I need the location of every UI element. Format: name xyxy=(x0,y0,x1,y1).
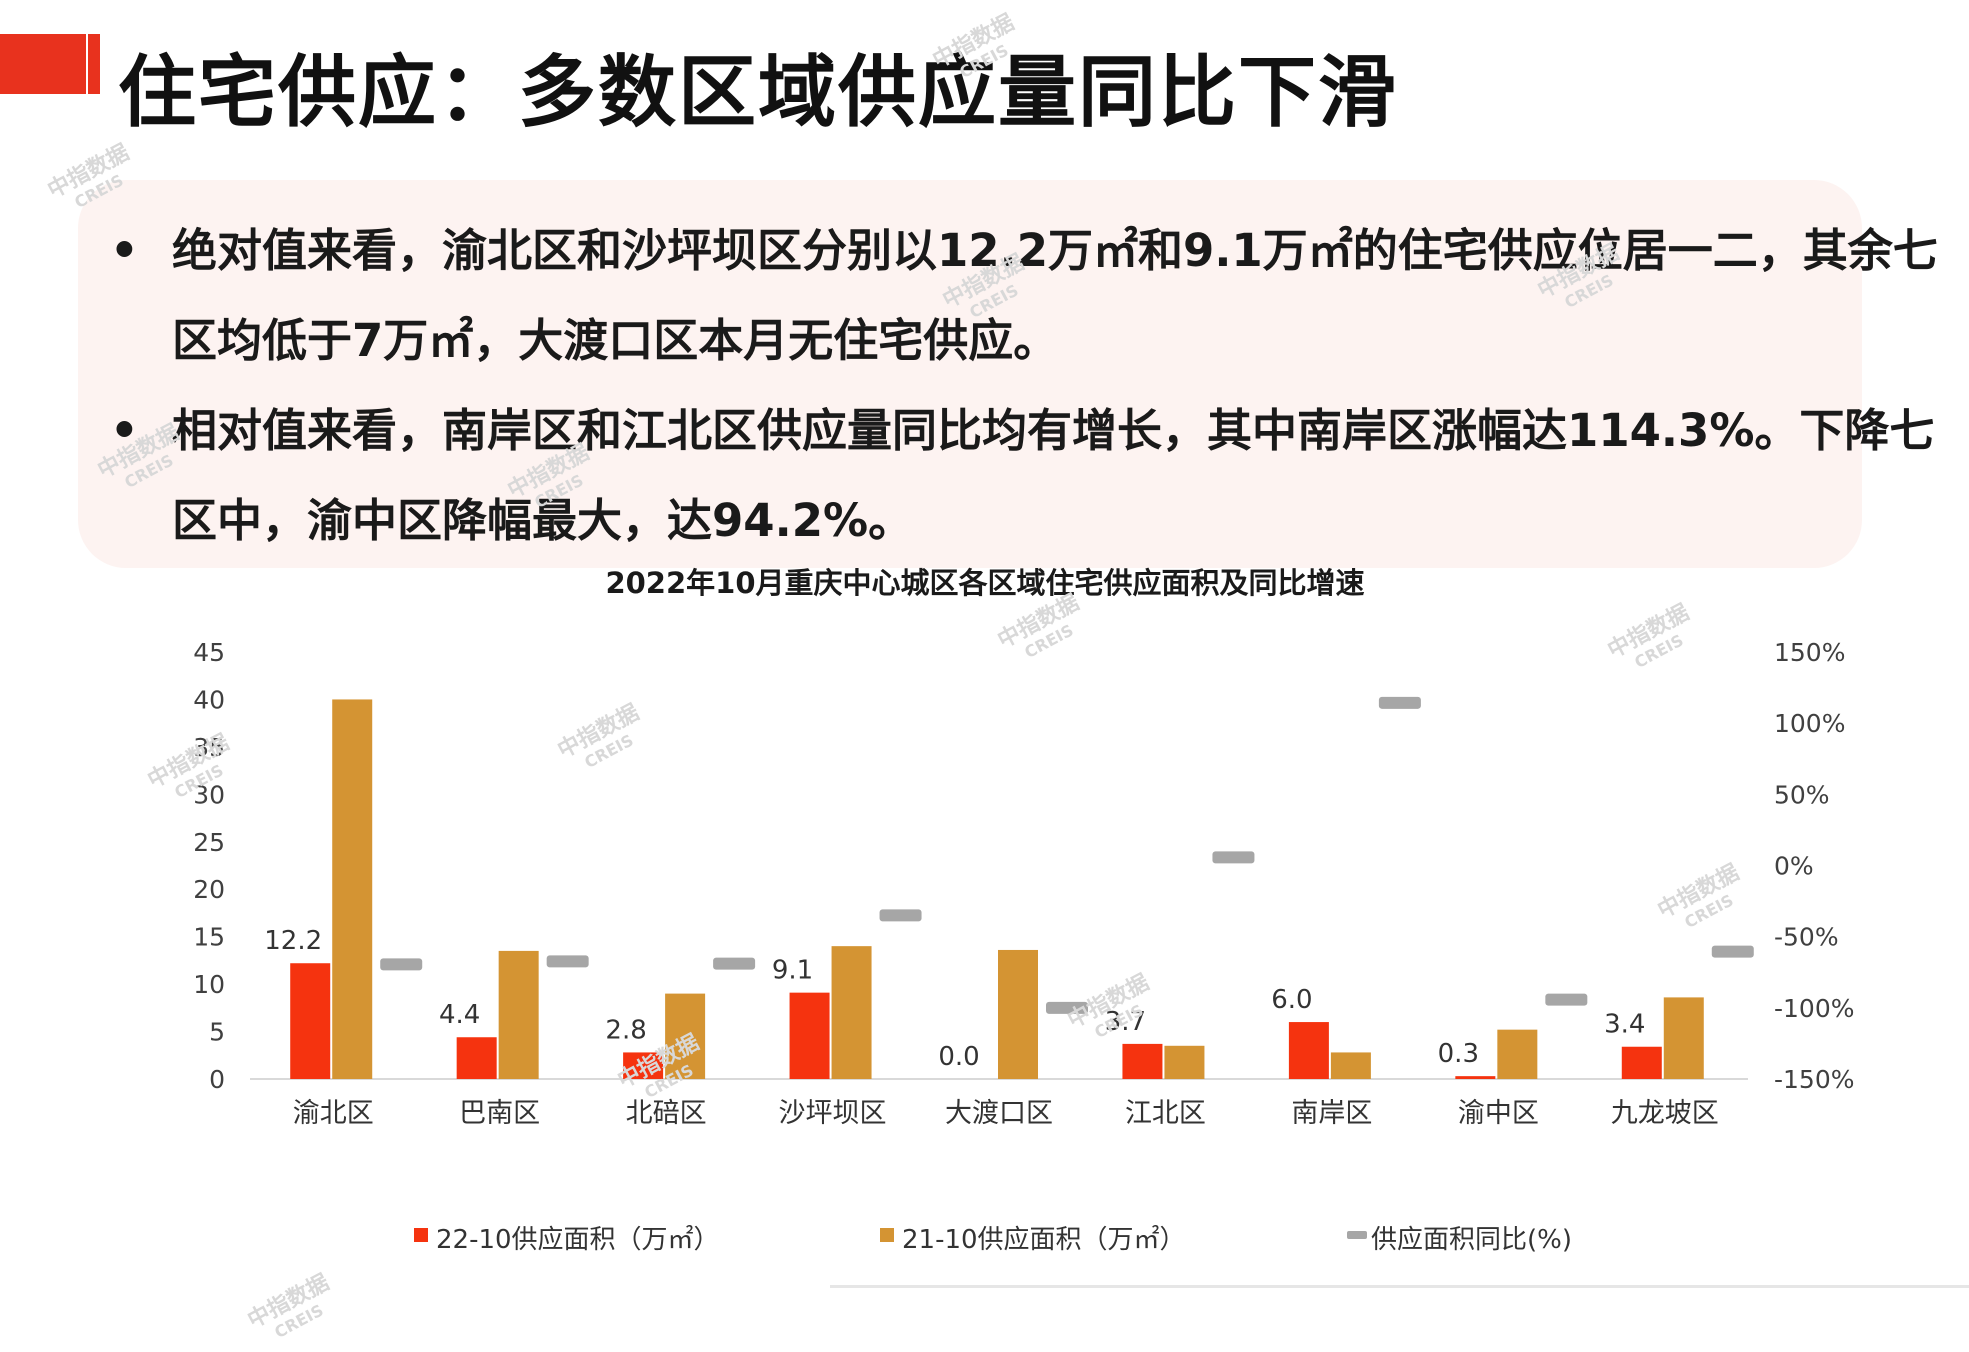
bar-2021-10 xyxy=(998,949,1038,1079)
bar-2021-10 xyxy=(1164,1045,1205,1079)
data-label-2022-10: 3.7 xyxy=(1105,1007,1146,1037)
bar-2021-10 xyxy=(1497,1029,1538,1079)
legend-label: 供应面积同比(%) xyxy=(1371,1225,1572,1255)
data-label-2022-10: 0.0 xyxy=(938,1042,979,1072)
data-label-2022-10: 12.2 xyxy=(264,926,322,956)
title-accent-bar xyxy=(0,34,86,94)
title-accent-bar-thin xyxy=(88,34,100,94)
legend-swatch xyxy=(414,1228,428,1242)
bar-2021-10 xyxy=(1663,997,1704,1079)
bar-2021-10 xyxy=(665,993,706,1079)
bar-2021-10 xyxy=(332,699,373,1079)
bullet-text: 相对值来看，南岸区和江北区供应量同比均有增长，其中南岸区涨幅达114.3%。下降… xyxy=(172,404,1935,547)
bar-2022-10 xyxy=(1621,1046,1662,1079)
x-category-label: 南岸区 xyxy=(1291,1098,1372,1129)
y-right-tick-label: -100% xyxy=(1774,994,1855,1023)
x-category-label: 江北区 xyxy=(1125,1098,1206,1129)
y-left-tick-label: 35 xyxy=(193,733,225,762)
y-right-tick-label: 50% xyxy=(1774,780,1830,809)
data-label-2022-10: 6.0 xyxy=(1271,985,1312,1015)
data-label-2022-10: 4.4 xyxy=(439,1000,480,1030)
yoy-marker xyxy=(380,958,423,971)
y-right-tick-label: -150% xyxy=(1774,1065,1855,1094)
x-category-label: 沙坪坝区 xyxy=(779,1098,887,1129)
y-left-tick-label: 30 xyxy=(193,780,225,809)
x-category-label: 九龙坡区 xyxy=(1611,1098,1719,1129)
y-left-tick-label: 5 xyxy=(209,1018,225,1047)
legend-swatch xyxy=(880,1228,894,1242)
bar-2022-10 xyxy=(1288,1022,1329,1079)
data-label-2022-10: 0.3 xyxy=(1438,1039,1479,1069)
x-category-label: 巴南区 xyxy=(459,1098,540,1129)
yoy-marker xyxy=(1046,1001,1088,1014)
bar-2021-10 xyxy=(831,946,872,1079)
yoy-marker xyxy=(1711,945,1754,958)
bar-2022-10 xyxy=(290,963,331,1079)
bar-2022-10 xyxy=(789,992,830,1079)
yoy-marker xyxy=(1545,993,1588,1006)
y-left-tick-label: 10 xyxy=(193,970,225,999)
yoy-marker xyxy=(1212,851,1255,864)
yoy-marker xyxy=(546,955,589,968)
bar-2022-10 xyxy=(456,1037,497,1079)
page-title: 住宅供应：多数区域供应量同比下滑 xyxy=(118,48,1399,138)
x-category-label: 大渡口区 xyxy=(945,1098,1053,1129)
data-label-2022-10: 2.8 xyxy=(605,1015,646,1045)
y-left-tick-label: 15 xyxy=(193,923,225,952)
legend-label: 21-10供应面积（万㎡） xyxy=(902,1225,1186,1255)
chart-title: 2022年10月重庆中心城区各区域住宅供应面积及同比增速 xyxy=(605,566,1364,600)
data-label-2022-10: 9.1 xyxy=(772,956,813,986)
y-left-tick-label: 0 xyxy=(209,1065,225,1094)
legend-swatch xyxy=(1347,1231,1367,1239)
supply-chart: 2022年10月重庆中心城区各区域住宅供应面积及同比增速 0 5 10 15 20 25 3… xyxy=(193,566,1855,1255)
bullet-marker: • xyxy=(110,404,139,457)
yoy-marker xyxy=(879,909,922,922)
y-right-tick-label: 150% xyxy=(1774,638,1845,667)
x-category-label: 渝北区 xyxy=(293,1098,374,1129)
y-left-tick-label: 40 xyxy=(193,685,225,714)
bullet-marker: • xyxy=(110,224,139,277)
y-right-tick-label: -50% xyxy=(1774,923,1839,952)
bar-2022-10 xyxy=(623,1052,664,1079)
footer-divider xyxy=(830,1285,1969,1288)
legend-label: 22-10供应面积（万㎡） xyxy=(436,1225,720,1255)
y-left-tick-label: 25 xyxy=(193,828,225,857)
summary-box xyxy=(78,180,1862,568)
y-right-tick-label: 0% xyxy=(1774,852,1814,881)
x-category-label: 北碚区 xyxy=(626,1098,707,1129)
bar-2022-10 xyxy=(1455,1076,1496,1079)
yoy-marker xyxy=(1378,696,1421,709)
bar-2021-10 xyxy=(1330,1052,1371,1079)
y-left-tick-label: 45 xyxy=(193,638,225,667)
y-right-tick-label: 100% xyxy=(1774,709,1845,738)
bar-2022-10 xyxy=(1122,1043,1163,1079)
yoy-marker xyxy=(713,957,756,970)
y-left-tick-label: 20 xyxy=(193,875,225,904)
data-label-2022-10: 3.4 xyxy=(1604,1010,1645,1040)
x-category-label: 渝中区 xyxy=(1458,1098,1539,1129)
bar-2021-10 xyxy=(498,950,539,1079)
bullet-text: 绝对值来看，渝北区和沙坪坝区分别以12.2万㎡和9.1万㎡的住宅供应位居一二，其… xyxy=(172,224,1938,367)
